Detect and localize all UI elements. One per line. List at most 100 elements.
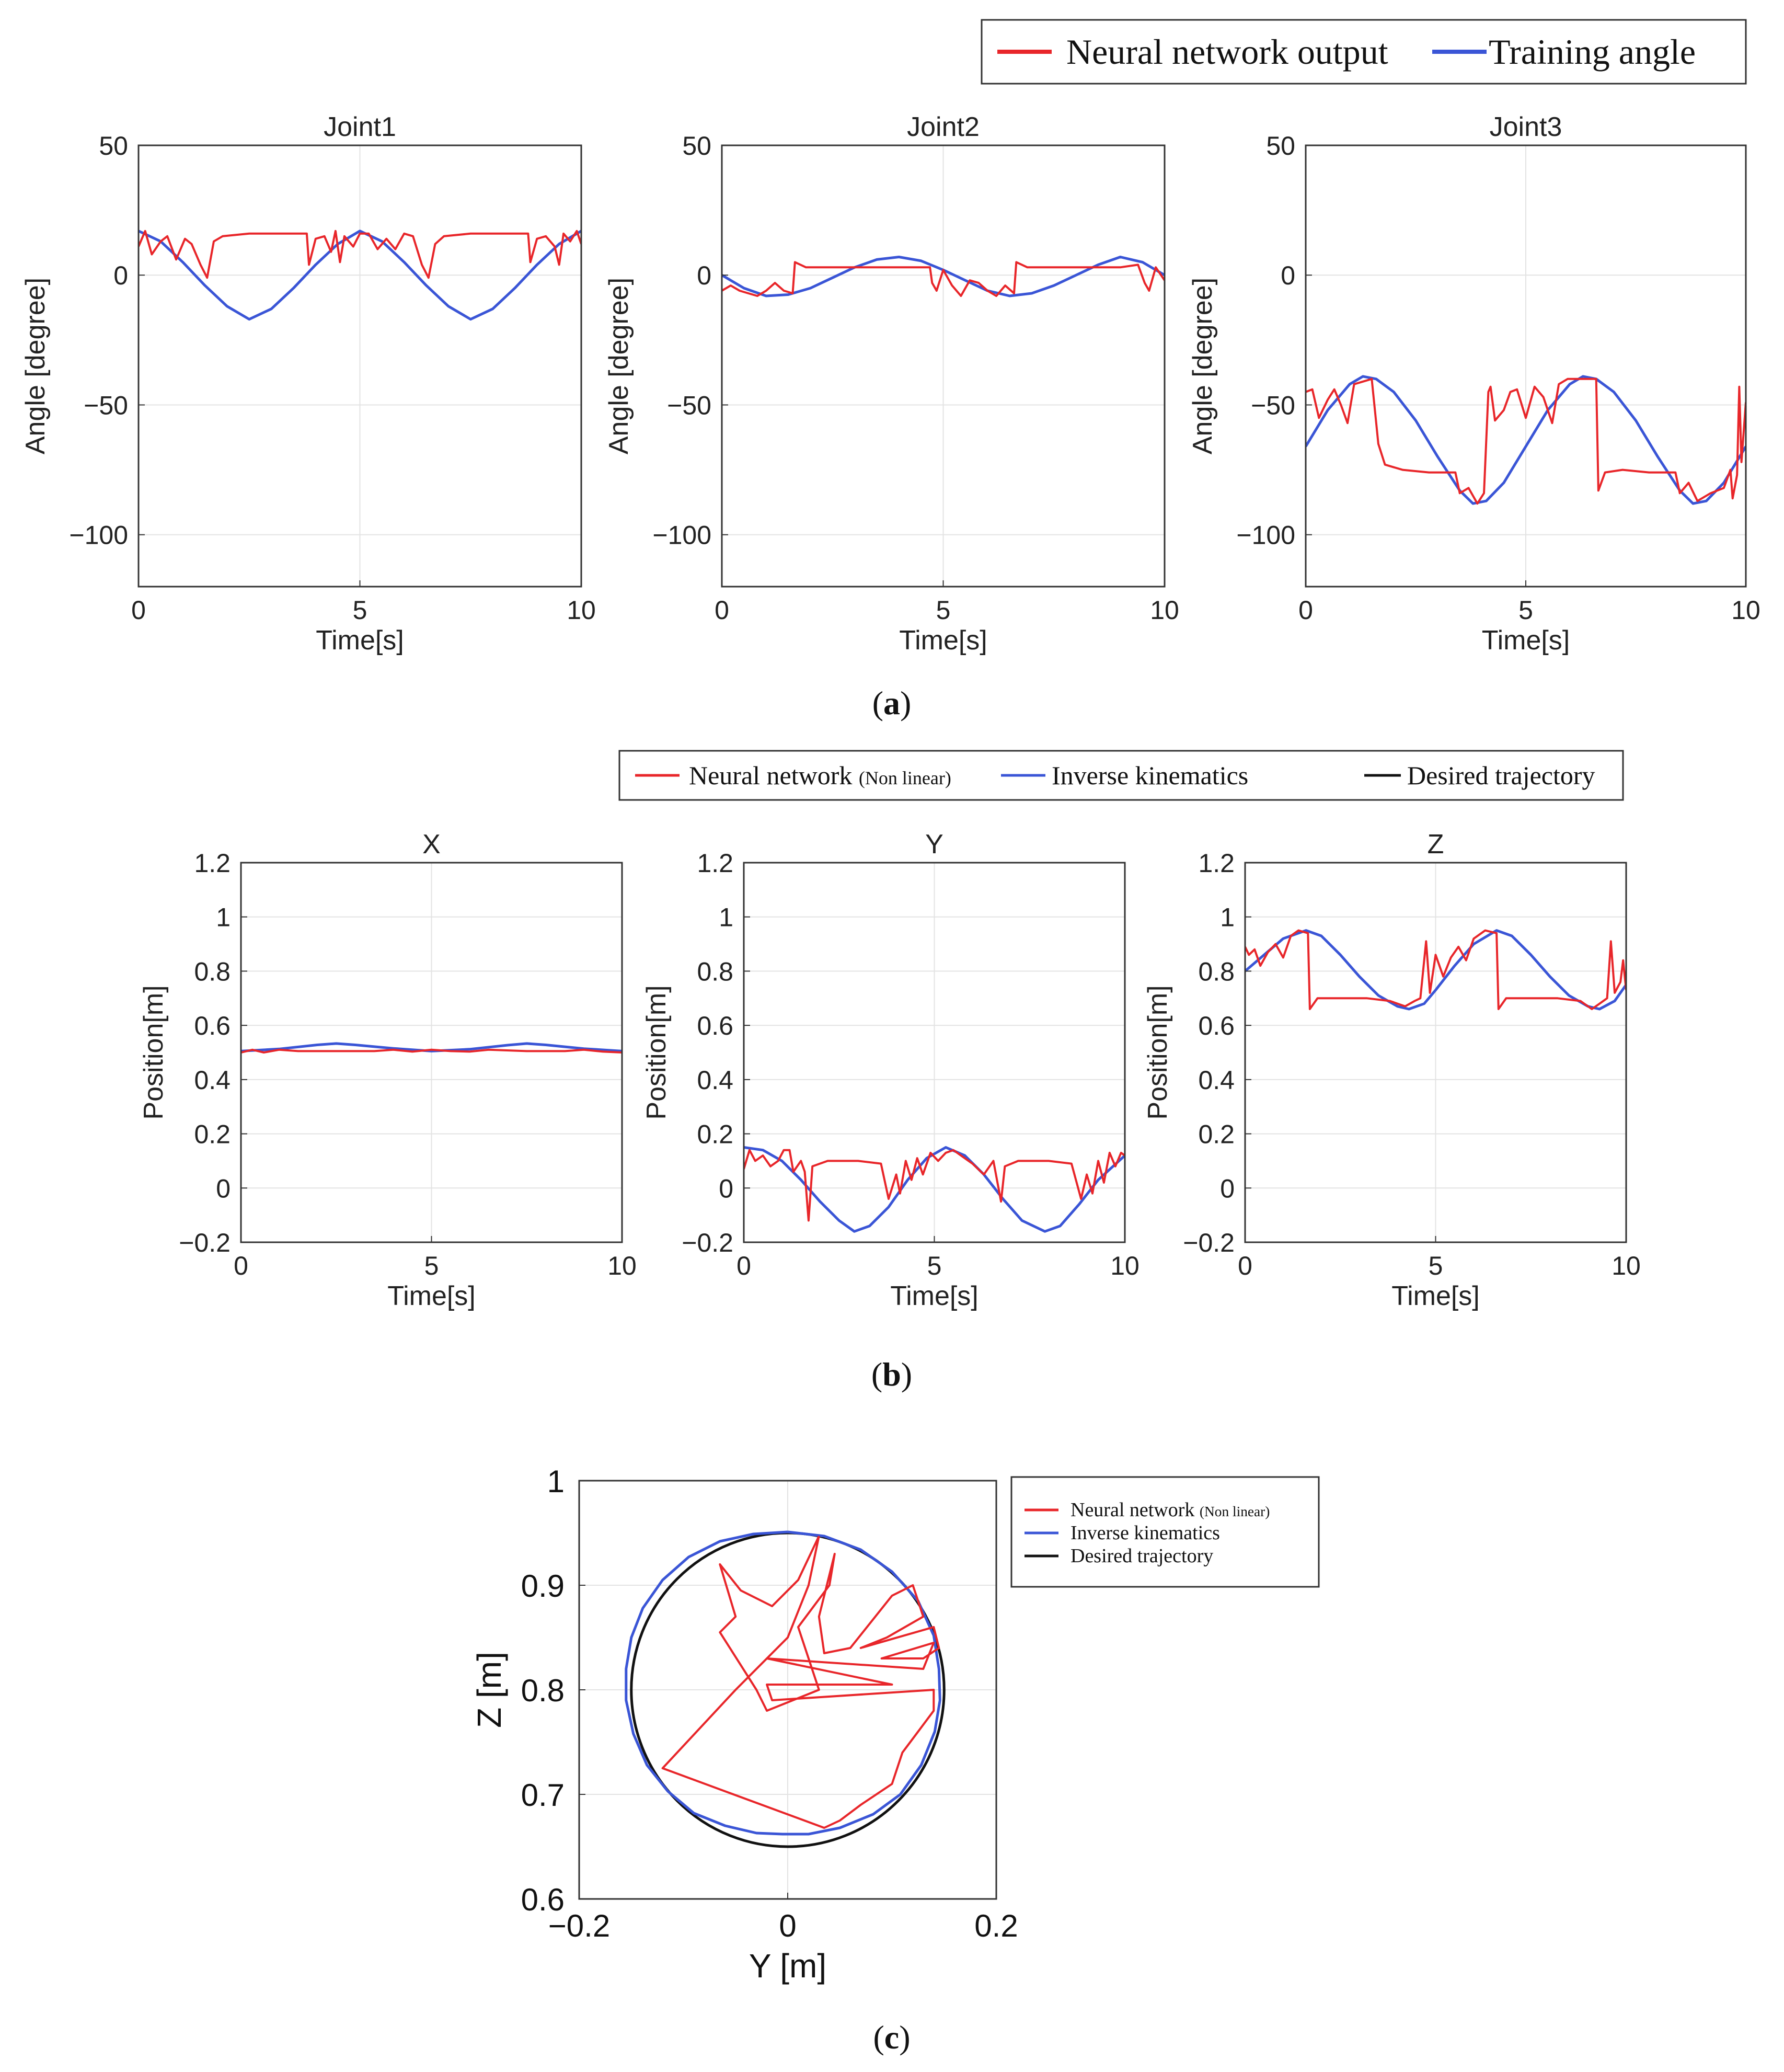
caption-b: (b) [871, 1356, 912, 1393]
a1-xtick-2: 10 [567, 596, 596, 625]
b3-series-red-line [1245, 929, 1626, 1010]
c1-ytick-3: 0.7 [521, 1778, 565, 1813]
b2-ytick-0: 1.2 [697, 849, 733, 878]
b2-xtick-2: 10 [1110, 1251, 1140, 1280]
b2-xtick-1: 5 [927, 1251, 942, 1280]
a3-ytick-3: −100 [1236, 521, 1295, 550]
b1-ytick-7: −0.2 [179, 1228, 231, 1257]
b1-series-blue-line [241, 1042, 622, 1052]
a1-xtick-0: 0 [131, 596, 146, 625]
a3-plot-area [1306, 375, 1746, 505]
a2-title: Joint2 [907, 112, 980, 142]
b3-title: Z [1428, 829, 1444, 860]
a3-ytick-2: −50 [1251, 391, 1295, 420]
c1-ytick-4: 0.6 [521, 1882, 565, 1917]
a3-ylabel: Angle [degree] [1188, 278, 1218, 454]
a1-xtick-1: 5 [353, 596, 367, 625]
a2-xtick-0: 0 [715, 596, 729, 625]
b3-plot-area [1245, 929, 1626, 1011]
chart-a1: 0 5 10 50 0 −50 −100 Joint1 Time[s] Angle [degree… [20, 112, 596, 656]
legend-a-red-label: Neural network output [1066, 32, 1388, 72]
legend-a-box [981, 19, 1747, 85]
a2-xtick-1: 5 [936, 596, 951, 625]
b1-series-red-line [241, 1048, 622, 1054]
a3-title: Joint3 [1490, 112, 1562, 142]
b3-xtick-2: 10 [1612, 1251, 1641, 1280]
b2-series-blue-line [744, 1146, 1125, 1233]
legend-b-black-label: Desired trajectory [1407, 761, 1595, 790]
b2-plot-area [744, 1146, 1125, 1233]
b2-ytick-4: 0.4 [697, 1066, 733, 1095]
a3-ytick-0: 50 [1266, 131, 1295, 161]
b2-ylabel: Position[m] [641, 985, 672, 1119]
c1-xtick-0: −0.2 [548, 1908, 610, 1943]
c1-ylabel: Z [m] [470, 1652, 508, 1728]
b1-xtick-0: 0 [234, 1251, 248, 1280]
legend-c-black-label: Desired trajectory [1071, 1545, 1213, 1567]
a3-xtick-2: 10 [1731, 596, 1760, 625]
b2-ytick-6: 0 [719, 1174, 733, 1203]
a2-ytick-2: −50 [667, 391, 711, 420]
b1-plot-area [241, 1042, 622, 1054]
b2-ytick-7: −0.2 [682, 1228, 733, 1257]
b3-ytick-4: 0.4 [1198, 1066, 1235, 1095]
b2-ytick-1: 1 [719, 903, 733, 932]
a1-series-red-line [139, 230, 581, 279]
legend-b-red-label: Neural network (Non linear) [689, 761, 951, 790]
b1-ytick-6: 0 [216, 1174, 231, 1203]
a2-plot-area [722, 256, 1165, 297]
c1-plot-area [625, 1530, 946, 1848]
legend-c: Neural network (Non linear) Inverse kine… [1010, 1476, 1320, 1588]
c1-ytick-0: 1 [547, 1464, 565, 1499]
c1-xlabel: Y [m] [749, 1947, 826, 1985]
a1-ytick-2: −50 [84, 391, 128, 420]
b3-ylabel: Position[m] [1143, 985, 1173, 1119]
b1-ytick-5: 0.2 [194, 1120, 231, 1149]
b2-title: Y [925, 829, 943, 860]
chart-b2: 0 5 101.210.80.60.40.20−0.2YTime[s]Positio… [641, 829, 1140, 1311]
b3-ytick-2: 0.8 [1198, 957, 1235, 986]
legend-c-red-label: Neural network (Non linear) [1071, 1499, 1270, 1521]
b2-ytick-2: 0.8 [697, 957, 733, 986]
b2-ytick-5: 0.2 [697, 1120, 733, 1149]
b1-ytick-4: 0.4 [194, 1066, 231, 1095]
c1-series-red-line [661, 1536, 940, 1829]
b3-ytick-0: 1.2 [1198, 849, 1235, 878]
c1-series-blue-line [625, 1530, 941, 1836]
legend-c-box [1010, 1476, 1320, 1588]
caption-c: (c) [873, 2019, 910, 2056]
a1-title: Joint1 [324, 112, 396, 142]
caption-a: (a) [872, 684, 912, 722]
legend-b-box [618, 750, 1624, 801]
b1-ylabel: Position[m] [139, 985, 169, 1119]
a1-series-blue-line [139, 230, 581, 321]
b2-ytick-3: 0.6 [697, 1011, 733, 1040]
b3-ytick-7: −0.2 [1183, 1228, 1235, 1257]
a1-ytick-0: 50 [99, 131, 128, 161]
a2-series-red-line [722, 261, 1165, 297]
b2-xtick-0: 0 [736, 1251, 751, 1280]
b1-title: X [422, 829, 441, 860]
c1-xtick-1: 0 [779, 1908, 796, 1943]
a1-ylabel: Angle [degree] [20, 278, 51, 454]
a3-xtick-0: 0 [1298, 596, 1313, 625]
a3-ytick-1: 0 [1281, 261, 1295, 290]
chart-c1: −0.2 0 0.2 1 0.9 0.8 0.7 0.6 Y [m] Z [m] [470, 1464, 1018, 1985]
c1-ytick-2: 0.8 [521, 1673, 565, 1708]
b1-xtick-2: 10 [607, 1251, 637, 1280]
chart-b3: 0 5 101.210.80.60.40.20−0.2ZTime[s]Positio… [1143, 829, 1641, 1311]
b3-xlabel: Time[s] [1391, 1281, 1480, 1311]
c1-ytick-1: 0.9 [521, 1569, 565, 1604]
a2-ytick-0: 50 [682, 131, 711, 161]
a2-ytick-3: −100 [652, 521, 711, 550]
b3-ytick-5: 0.2 [1198, 1120, 1235, 1149]
b1-xtick-1: 5 [424, 1251, 439, 1280]
chart-b1: 0 5 101.210.80.60.40.20−0.2XTime[s]Positio… [139, 829, 637, 1311]
a3-xtick-1: 5 [1518, 596, 1533, 625]
b1-ytick-0: 1.2 [194, 849, 231, 878]
b1-ytick-1: 1 [216, 903, 231, 932]
b1-ytick-2: 0.8 [194, 957, 231, 986]
chart-a2: 0 5 10 50 0 −50 −100 Joint2 Time[s] Angle [degree… [604, 112, 1179, 656]
b3-ytick-6: 0 [1220, 1174, 1235, 1203]
